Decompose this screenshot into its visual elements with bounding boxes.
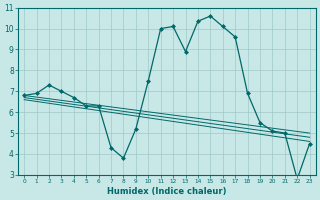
- X-axis label: Humidex (Indice chaleur): Humidex (Indice chaleur): [107, 187, 227, 196]
